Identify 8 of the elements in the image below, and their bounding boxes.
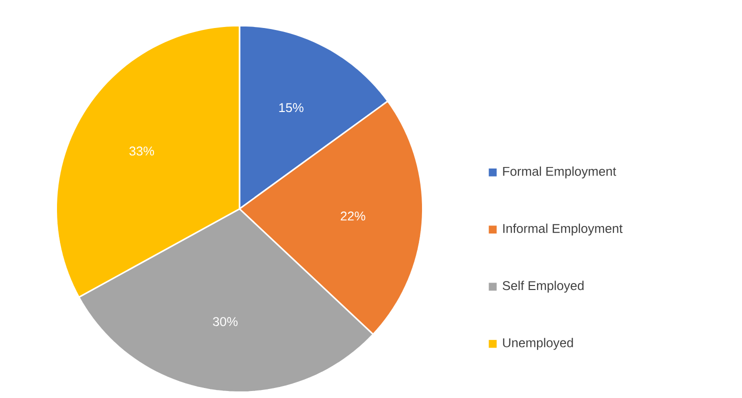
data-label: 30% — [212, 317, 238, 326]
legend-label: Informal Employment — [503, 224, 623, 236]
data-label: 22% — [340, 211, 366, 220]
data-label: 15% — [279, 103, 304, 112]
legend-label: Self Employed — [502, 280, 584, 293]
data-label: 33% — [129, 146, 154, 156]
legend-label: Unemployed — [503, 338, 573, 350]
legend-label: Formal Employment — [503, 166, 616, 178]
